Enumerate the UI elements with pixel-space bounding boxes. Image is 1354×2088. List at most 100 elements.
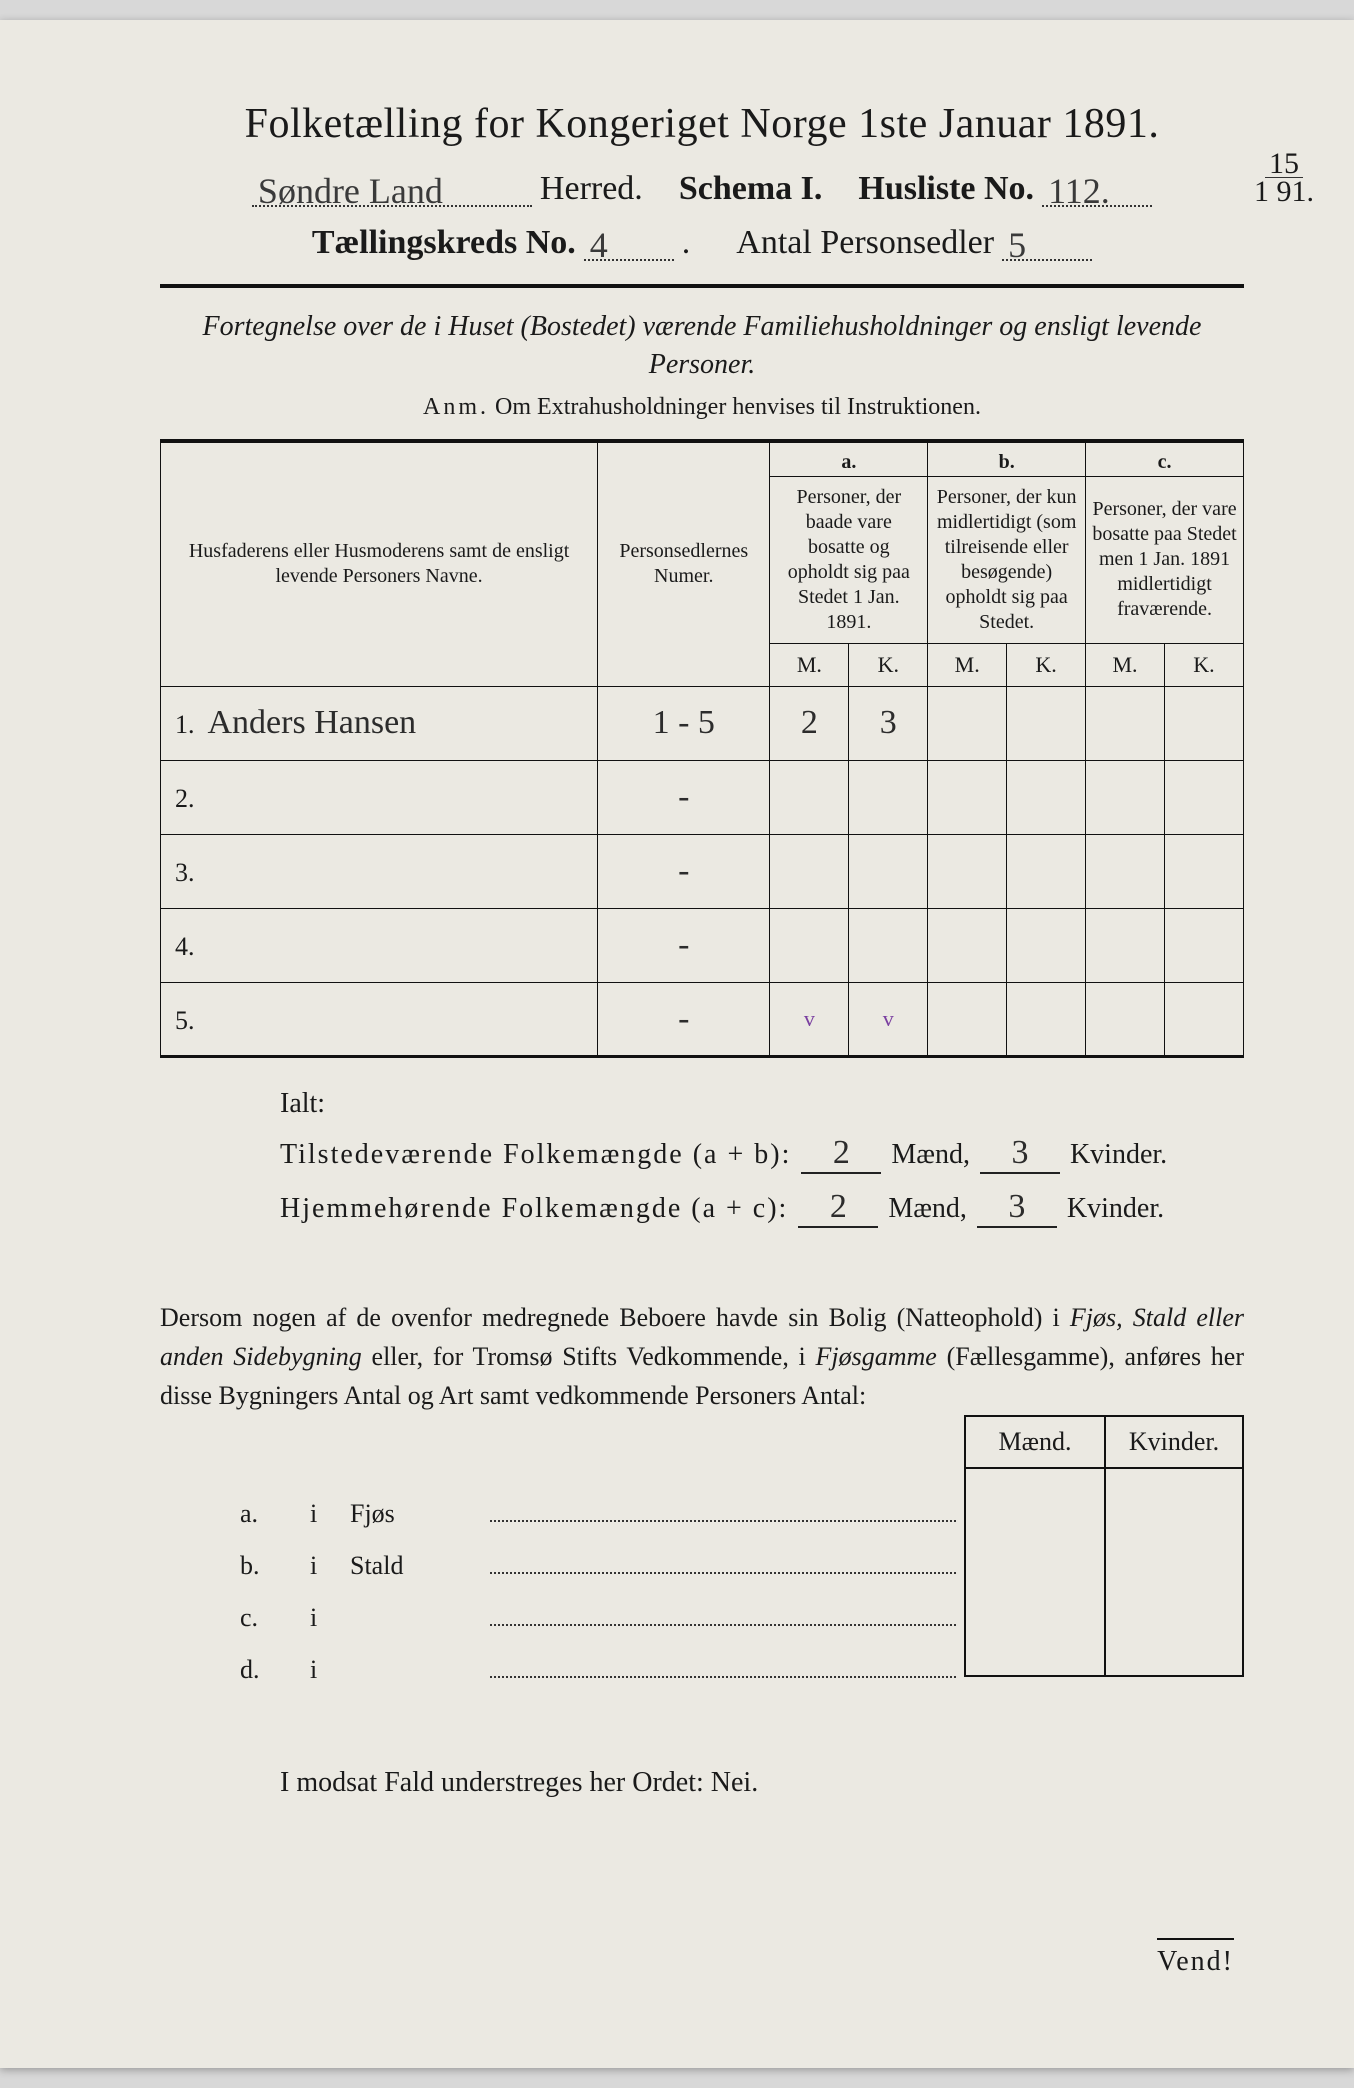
herred-label: Herred. — [540, 170, 643, 208]
present-m: 2 — [801, 1134, 881, 1174]
mk-cell — [1086, 686, 1165, 760]
mk-cell — [1007, 760, 1086, 834]
mk-cell — [849, 834, 928, 908]
sub-row: b.iStald — [240, 1551, 964, 1603]
resident-label: Hjemmehørende Folkemængde (a + c): — [280, 1193, 788, 1225]
mk-cell — [1086, 760, 1165, 834]
kvinder-1: Kvinder. — [1070, 1139, 1167, 1171]
table-row: 1. Anders Hansen1 - 523 — [161, 686, 1244, 760]
kreds-value: 4 — [584, 225, 614, 265]
anm-label: Anm. — [423, 394, 489, 420]
col-b-hdr: b. — [928, 441, 1086, 477]
mk-cell: v — [849, 982, 928, 1056]
ialt-label: Ialt: — [280, 1088, 1244, 1120]
mk-cell — [770, 834, 849, 908]
divider-1 — [160, 284, 1244, 288]
mk-cell — [770, 908, 849, 982]
present-label: Tilstedeværende Folkemængde (a + b): — [280, 1139, 791, 1171]
col-a-hdr: a. — [770, 441, 928, 477]
mk-cell — [849, 760, 928, 834]
kvinder-2: Kvinder. — [1067, 1193, 1164, 1225]
pers-cell: - — [598, 982, 770, 1056]
date-year: 91. — [1277, 175, 1315, 208]
mk-cell — [1007, 982, 1086, 1056]
maend-1: Mænd, — [891, 1139, 970, 1171]
table-row: 5. -vv — [161, 982, 1244, 1056]
sub-table: a.iFjøsb.iStaldc.id.i — [240, 1499, 964, 1707]
table-body: 1. Anders Hansen1 - 5232. -3. -4. -5. -v… — [161, 686, 1244, 1056]
sub-row: c.i — [240, 1603, 964, 1655]
col-c-hdr: c. — [1086, 441, 1244, 477]
mk-cell — [928, 908, 1007, 982]
col-b-m: M. — [928, 643, 1007, 686]
schema-label: Schema I. — [679, 170, 823, 208]
mk-cell — [1086, 982, 1165, 1056]
mk-cell — [1007, 908, 1086, 982]
anm-text: Om Extrahusholdninger henvises til Instr… — [495, 394, 981, 420]
mk-kvinder: Kvinder. — [1104, 1415, 1244, 1469]
col-maend — [964, 1469, 1104, 1677]
main-table: Husfaderens eller Husmoderens samt de en… — [160, 439, 1244, 1058]
name-cell: 3. — [161, 834, 598, 908]
vend-label: Vend! — [1157, 1938, 1234, 1978]
pers-cell: - — [598, 760, 770, 834]
intro-text: Fortegnelse over de i Huset (Bostedet) v… — [160, 308, 1244, 384]
mk-cell — [1086, 908, 1165, 982]
mk-cell — [1086, 834, 1165, 908]
name-cell: 4. — [161, 908, 598, 982]
col-b-k: K. — [1007, 643, 1086, 686]
mk-cell: v — [770, 982, 849, 1056]
mk-cell: 2 — [770, 686, 849, 760]
resident-k: 3 — [977, 1188, 1057, 1228]
mk-cell — [928, 686, 1007, 760]
header-row-2: Tællingskreds No. 4 . Antal Personsedler… — [160, 220, 1244, 262]
table-row: 3. - — [161, 834, 1244, 908]
mk-cell — [928, 982, 1007, 1056]
mk-cell — [1165, 982, 1244, 1056]
mk-columns — [964, 1469, 1244, 1707]
sub-row: a.iFjøs — [240, 1499, 964, 1551]
col-c-k: K. — [1165, 643, 1244, 686]
census-form-page: Folketælling for Kongeriget Norge 1ste J… — [0, 20, 1354, 2068]
col-b-text: Personer, der kun midlertidigt (som tilr… — [928, 476, 1086, 643]
margin-date: 15 1 91. — [1254, 150, 1314, 205]
kreds-label: Tællingskreds No. — [312, 224, 576, 262]
mk-cell — [849, 908, 928, 982]
date-month: 1 — [1254, 175, 1269, 208]
table-row: 4. - — [161, 908, 1244, 982]
mk-cell — [1165, 760, 1244, 834]
date-day: 15 — [1265, 150, 1303, 178]
pers-cell: - — [598, 908, 770, 982]
herred-value: Søndre Land — [252, 171, 449, 211]
resident-line: Hjemmehørende Folkemængde (a + c): 2 Mæn… — [280, 1188, 1244, 1228]
header-row-1: Søndre Land Herred. Schema I. Husliste N… — [160, 166, 1244, 208]
anm-line: Anm. Om Extrahusholdninger henvises til … — [160, 394, 1244, 421]
husliste-label: Husliste No. — [858, 170, 1034, 208]
nei-line: I modsat Fald understreges her Ordet: Ne… — [280, 1767, 1244, 1799]
mk-cell: 3 — [849, 686, 928, 760]
col-a-text: Personer, der baade vare bosatte og opho… — [770, 476, 928, 643]
mk-cell — [1165, 908, 1244, 982]
antal-label: Antal Personsedler — [736, 224, 994, 262]
table-row: 2. - — [161, 760, 1244, 834]
mk-cell — [928, 834, 1007, 908]
col-kvinder — [1104, 1469, 1244, 1677]
mk-cell — [1165, 834, 1244, 908]
husliste-value: 112. — [1042, 171, 1116, 211]
mk-cell — [770, 760, 849, 834]
dot1: . — [682, 224, 691, 262]
sub-row: d.i — [240, 1655, 964, 1707]
present-line: Tilstedeværende Folkemængde (a + b): 2 M… — [280, 1134, 1244, 1174]
mk-header: Mænd. Kvinder. — [240, 1415, 1244, 1469]
col-c-text: Personer, der vare bosatte paa Stedet me… — [1086, 476, 1244, 643]
col-c-m: M. — [1086, 643, 1165, 686]
name-cell: 5. — [161, 982, 598, 1056]
pers-cell: 1 - 5 — [598, 686, 770, 760]
mk-cell — [1007, 686, 1086, 760]
col-pers: Personsedlernes Numer. — [598, 441, 770, 687]
sub-wrapper: a.iFjøsb.iStaldc.id.i — [160, 1469, 1244, 1707]
paragraph: Dersom nogen af de ovenfor medregnede Be… — [160, 1298, 1244, 1415]
present-k: 3 — [980, 1134, 1060, 1174]
col-name: Husfaderens eller Husmoderens samt de en… — [161, 441, 598, 687]
mk-cell — [1165, 686, 1244, 760]
